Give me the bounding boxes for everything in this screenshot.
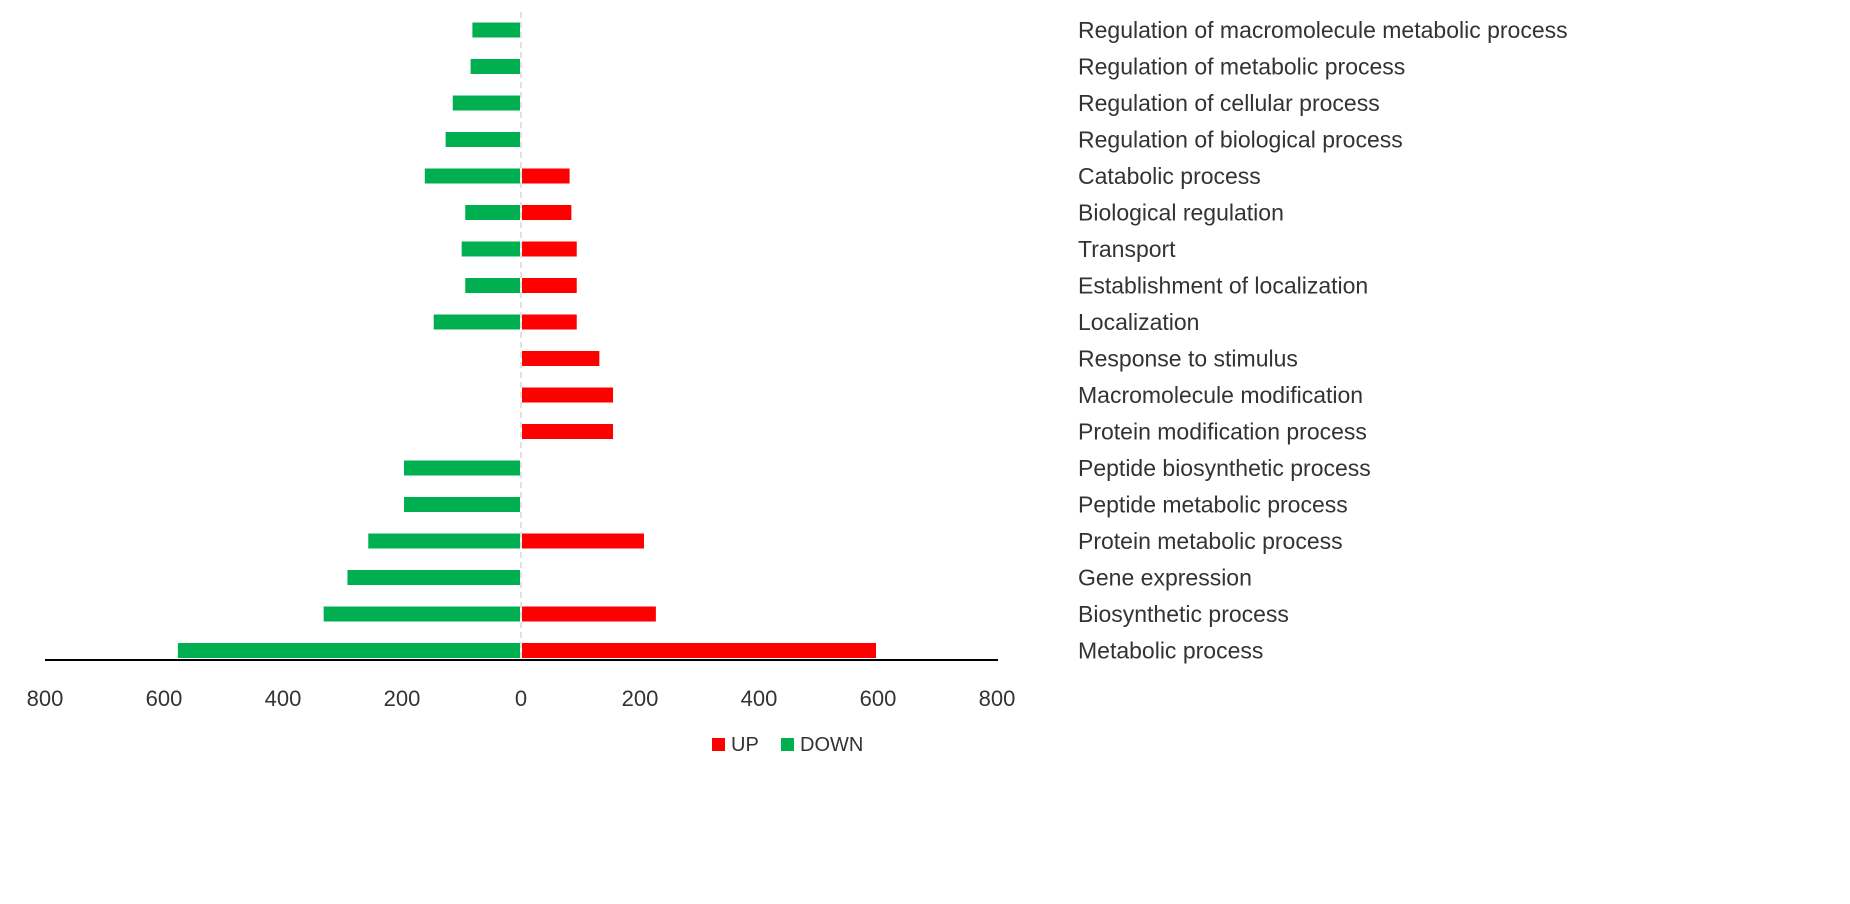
bar-down bbox=[452, 95, 520, 111]
category-label: Biosynthetic process bbox=[1078, 601, 1289, 627]
legend-swatch-up bbox=[712, 738, 725, 751]
legend-label-down: DOWN bbox=[800, 734, 863, 756]
bar-down bbox=[368, 533, 520, 549]
category-label: Protein modification process bbox=[1078, 419, 1367, 445]
x-tick-label: 600 bbox=[146, 686, 183, 711]
x-tick-label: 200 bbox=[384, 686, 421, 711]
category-label: Regulation of cellular process bbox=[1078, 90, 1380, 116]
bar-up bbox=[522, 533, 644, 549]
category-label: Establishment of localization bbox=[1078, 273, 1368, 299]
x-tick-label: 200 bbox=[622, 686, 659, 711]
bar-up bbox=[522, 606, 656, 622]
bar-down bbox=[323, 606, 520, 622]
bar-down bbox=[433, 314, 520, 330]
category-label: Gene expression bbox=[1078, 565, 1252, 591]
x-tick-label: 400 bbox=[741, 686, 778, 711]
category-label: Response to stimulus bbox=[1078, 346, 1298, 372]
bar-down bbox=[445, 132, 520, 147]
legend-label-up: UP bbox=[731, 734, 759, 756]
category-label: Metabolic process bbox=[1078, 638, 1263, 664]
category-label: Regulation of metabolic process bbox=[1078, 54, 1405, 80]
bar-down bbox=[470, 59, 520, 74]
x-tick-label: 0 bbox=[515, 686, 527, 711]
bar-down bbox=[347, 570, 520, 585]
bar-down bbox=[465, 278, 520, 293]
category-label: Macromolecule modification bbox=[1078, 382, 1363, 408]
category-label: Localization bbox=[1078, 309, 1199, 335]
bar-up bbox=[522, 351, 600, 366]
category-label: Regulation of biological process bbox=[1078, 127, 1403, 153]
bar-down bbox=[403, 497, 520, 512]
legend-swatch-down bbox=[781, 738, 794, 751]
bar-up bbox=[522, 314, 577, 330]
bar-up bbox=[522, 643, 877, 658]
bar-down bbox=[403, 460, 520, 476]
bar-up bbox=[522, 168, 570, 184]
bar-up bbox=[522, 241, 577, 257]
bars-layer bbox=[177, 22, 877, 658]
category-label: Peptide biosynthetic process bbox=[1078, 455, 1371, 481]
x-tick-label: 600 bbox=[860, 686, 897, 711]
x-axis: 800 600 400 200 0 200 400 600 800 bbox=[27, 12, 1016, 711]
x-tick-label: 400 bbox=[265, 686, 302, 711]
category-labels: Regulation of macromolecule metabolic pr… bbox=[1078, 17, 1568, 664]
category-label: Protein metabolic process bbox=[1078, 528, 1343, 554]
bar-down bbox=[177, 643, 520, 658]
category-label: Catabolic process bbox=[1078, 163, 1261, 189]
bar-down bbox=[465, 205, 520, 220]
bar-down bbox=[461, 241, 520, 257]
bar-down bbox=[424, 168, 520, 184]
bar-down bbox=[472, 22, 520, 38]
x-tick-label: 800 bbox=[27, 686, 64, 711]
x-tick-label: 800 bbox=[979, 686, 1016, 711]
category-label: Peptide metabolic process bbox=[1078, 492, 1348, 518]
bar-up bbox=[522, 387, 614, 403]
bar-up bbox=[522, 278, 577, 293]
category-label: Regulation of macromolecule metabolic pr… bbox=[1078, 17, 1568, 43]
bar-up bbox=[522, 424, 614, 439]
category-label: Transport bbox=[1078, 236, 1176, 262]
legend: UP DOWN bbox=[712, 734, 863, 756]
category-label: Biological regulation bbox=[1078, 200, 1284, 226]
bar-up bbox=[522, 205, 572, 220]
